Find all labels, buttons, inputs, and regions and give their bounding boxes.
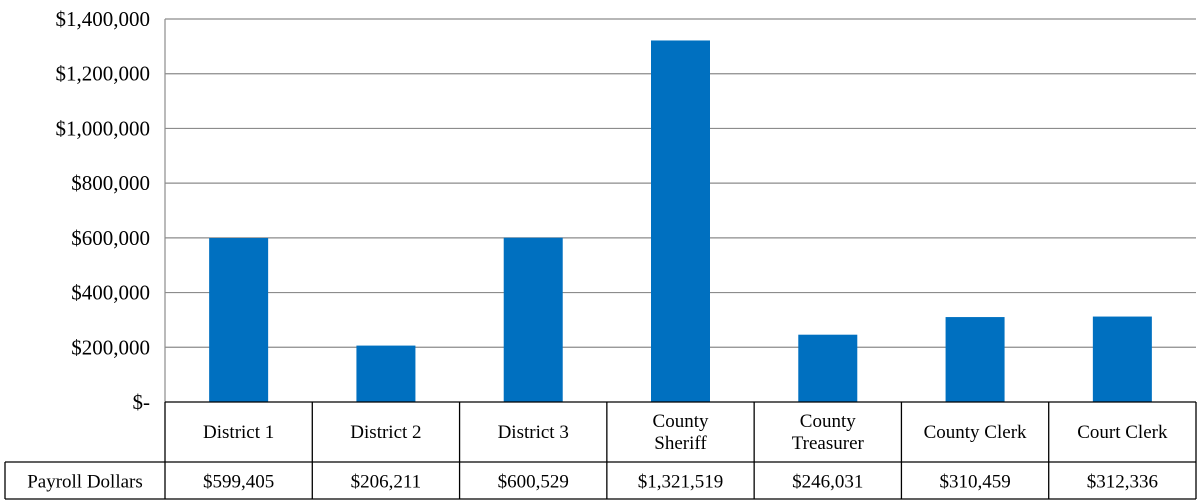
bar <box>356 345 416 402</box>
y-tick-label: $1,200,000 <box>56 62 151 86</box>
y-tick-label: $200,000 <box>71 335 150 359</box>
category-label: County Clerk <box>924 422 1027 443</box>
bars <box>209 40 1152 403</box>
data-label: $312,336 <box>1087 472 1158 493</box>
category-label: County Treasurer <box>792 411 865 454</box>
bar <box>798 334 858 402</box>
y-tick-label: $1,000,000 <box>56 116 151 140</box>
category-label: Court Clerk <box>1077 422 1168 443</box>
y-tick-label: $1,400,000 <box>56 7 151 31</box>
y-axis: $- $200,000 $400,000 $600,000 $800,000 $1,000… <box>56 7 151 414</box>
bar <box>1092 316 1152 402</box>
bar <box>651 40 710 403</box>
y-tick-label: $800,000 <box>71 171 150 195</box>
category-label: District 2 <box>350 422 421 443</box>
bar <box>503 237 563 402</box>
bar <box>209 238 269 402</box>
y-tick-label: $400,000 <box>71 281 150 305</box>
bar <box>945 317 1005 402</box>
y-tick-label: $600,000 <box>71 226 150 250</box>
data-label: $310,459 <box>939 472 1010 493</box>
series-name-label: Payroll Dollars <box>27 472 143 493</box>
data-table: District 1 District 2 District 3 County Sher… <box>4 401 1197 500</box>
data-label: $600,529 <box>498 472 569 493</box>
data-label: $206,211 <box>351 472 422 493</box>
y-tick-label: $- <box>133 390 151 414</box>
data-label: $599,405 <box>203 472 274 493</box>
data-label: $1,321,519 <box>638 472 724 493</box>
data-label: $246,031 <box>792 472 863 493</box>
category-label: County Sheriff <box>653 411 709 454</box>
category-label: District 1 <box>203 422 274 443</box>
category-label: District 3 <box>498 422 569 443</box>
